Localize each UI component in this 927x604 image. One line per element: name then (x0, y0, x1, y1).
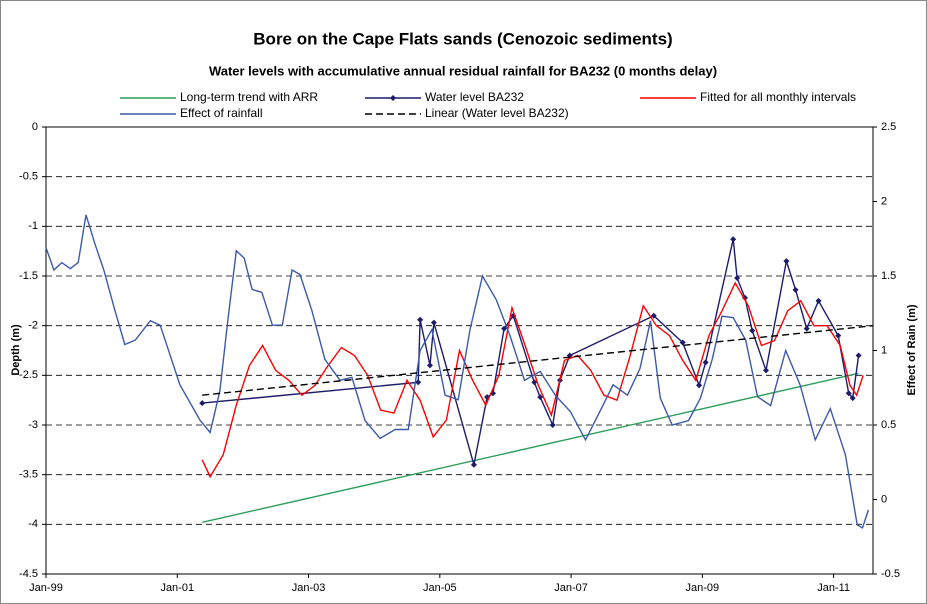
x-tick-label: Jan-05 (423, 582, 457, 594)
chart-title: Bore on the Cape Flats sands (Cenozoic s… (253, 29, 672, 48)
series-marker (845, 390, 852, 397)
y-tick-label: 0 (32, 121, 38, 133)
legend-label: Water level BA232 (425, 90, 524, 104)
plot-frame (45, 126, 874, 575)
y-tick-label: -1.5 (19, 270, 38, 282)
y2-tick-label: 2.5 (881, 121, 896, 133)
series-line (202, 239, 860, 465)
y2-tick-label: 1.5 (881, 270, 896, 282)
y2-tick-label: 0.5 (881, 419, 896, 431)
series-marker (702, 359, 709, 366)
series-marker (199, 400, 206, 407)
y2-tick-label: -0.5 (881, 568, 900, 580)
series-marker (531, 379, 538, 386)
series-marker (815, 297, 822, 304)
series-marker (749, 327, 756, 334)
y2-tick-label: 2 (881, 195, 887, 207)
legend-marker (390, 95, 396, 101)
series-marker (501, 325, 508, 332)
chart-subtitle: Water levels with accumulative annual re… (209, 63, 717, 78)
y2-tick-label: 1 (881, 344, 887, 356)
x-tick-label: Jan-01 (160, 582, 194, 594)
series-marker (803, 325, 810, 332)
x-tick-label: Jan-09 (686, 582, 720, 594)
series-marker (537, 394, 544, 401)
series-marker (415, 379, 422, 386)
series-marker (763, 367, 770, 374)
y-tick-label: -2.5 (19, 369, 38, 381)
series-marker (730, 236, 737, 243)
y2-tick-label: 0 (881, 493, 887, 505)
series-line (45, 214, 870, 529)
x-tick-label: Jan-99 (29, 582, 63, 594)
y-tick-label: -0.5 (19, 171, 38, 183)
y-tick-label: -3.5 (19, 469, 38, 481)
y-tick-label: -1 (28, 220, 38, 232)
legend-label: Effect of rainfall (180, 106, 263, 120)
series-marker (792, 286, 799, 293)
series-marker (470, 461, 477, 468)
series-marker (849, 395, 856, 402)
series-marker (679, 339, 686, 346)
x-tick-label: Jan-03 (292, 582, 326, 594)
series-line (202, 325, 874, 396)
y-tick-label: -4.5 (19, 568, 38, 580)
series-marker (855, 352, 862, 359)
series-marker (783, 258, 790, 265)
series-marker (835, 332, 842, 339)
legend-label: Fitted for all monthly intervals (700, 90, 856, 104)
series-marker (650, 312, 657, 319)
series-marker (430, 319, 437, 326)
y2-axis-title: Effect of Rain (m) (906, 304, 918, 395)
series-marker (426, 362, 433, 369)
series-marker (696, 382, 703, 389)
y-tick-label: -4 (28, 518, 38, 530)
series-marker (549, 422, 556, 428)
series-line (202, 372, 859, 523)
legend-label: Long-term trend with ARR (180, 90, 318, 104)
series-line (201, 281, 864, 479)
y-tick-label: -2 (28, 320, 38, 332)
legend-label: Linear (Water level BA232) (425, 106, 569, 120)
y-axis-title: Depth (m) (10, 324, 22, 376)
x-tick-label: Jan-11 (817, 582, 850, 594)
x-tick-label: Jan-07 (554, 582, 588, 594)
y-tick-label: -3 (28, 419, 38, 431)
series-marker (417, 316, 424, 323)
series-marker (734, 274, 741, 281)
